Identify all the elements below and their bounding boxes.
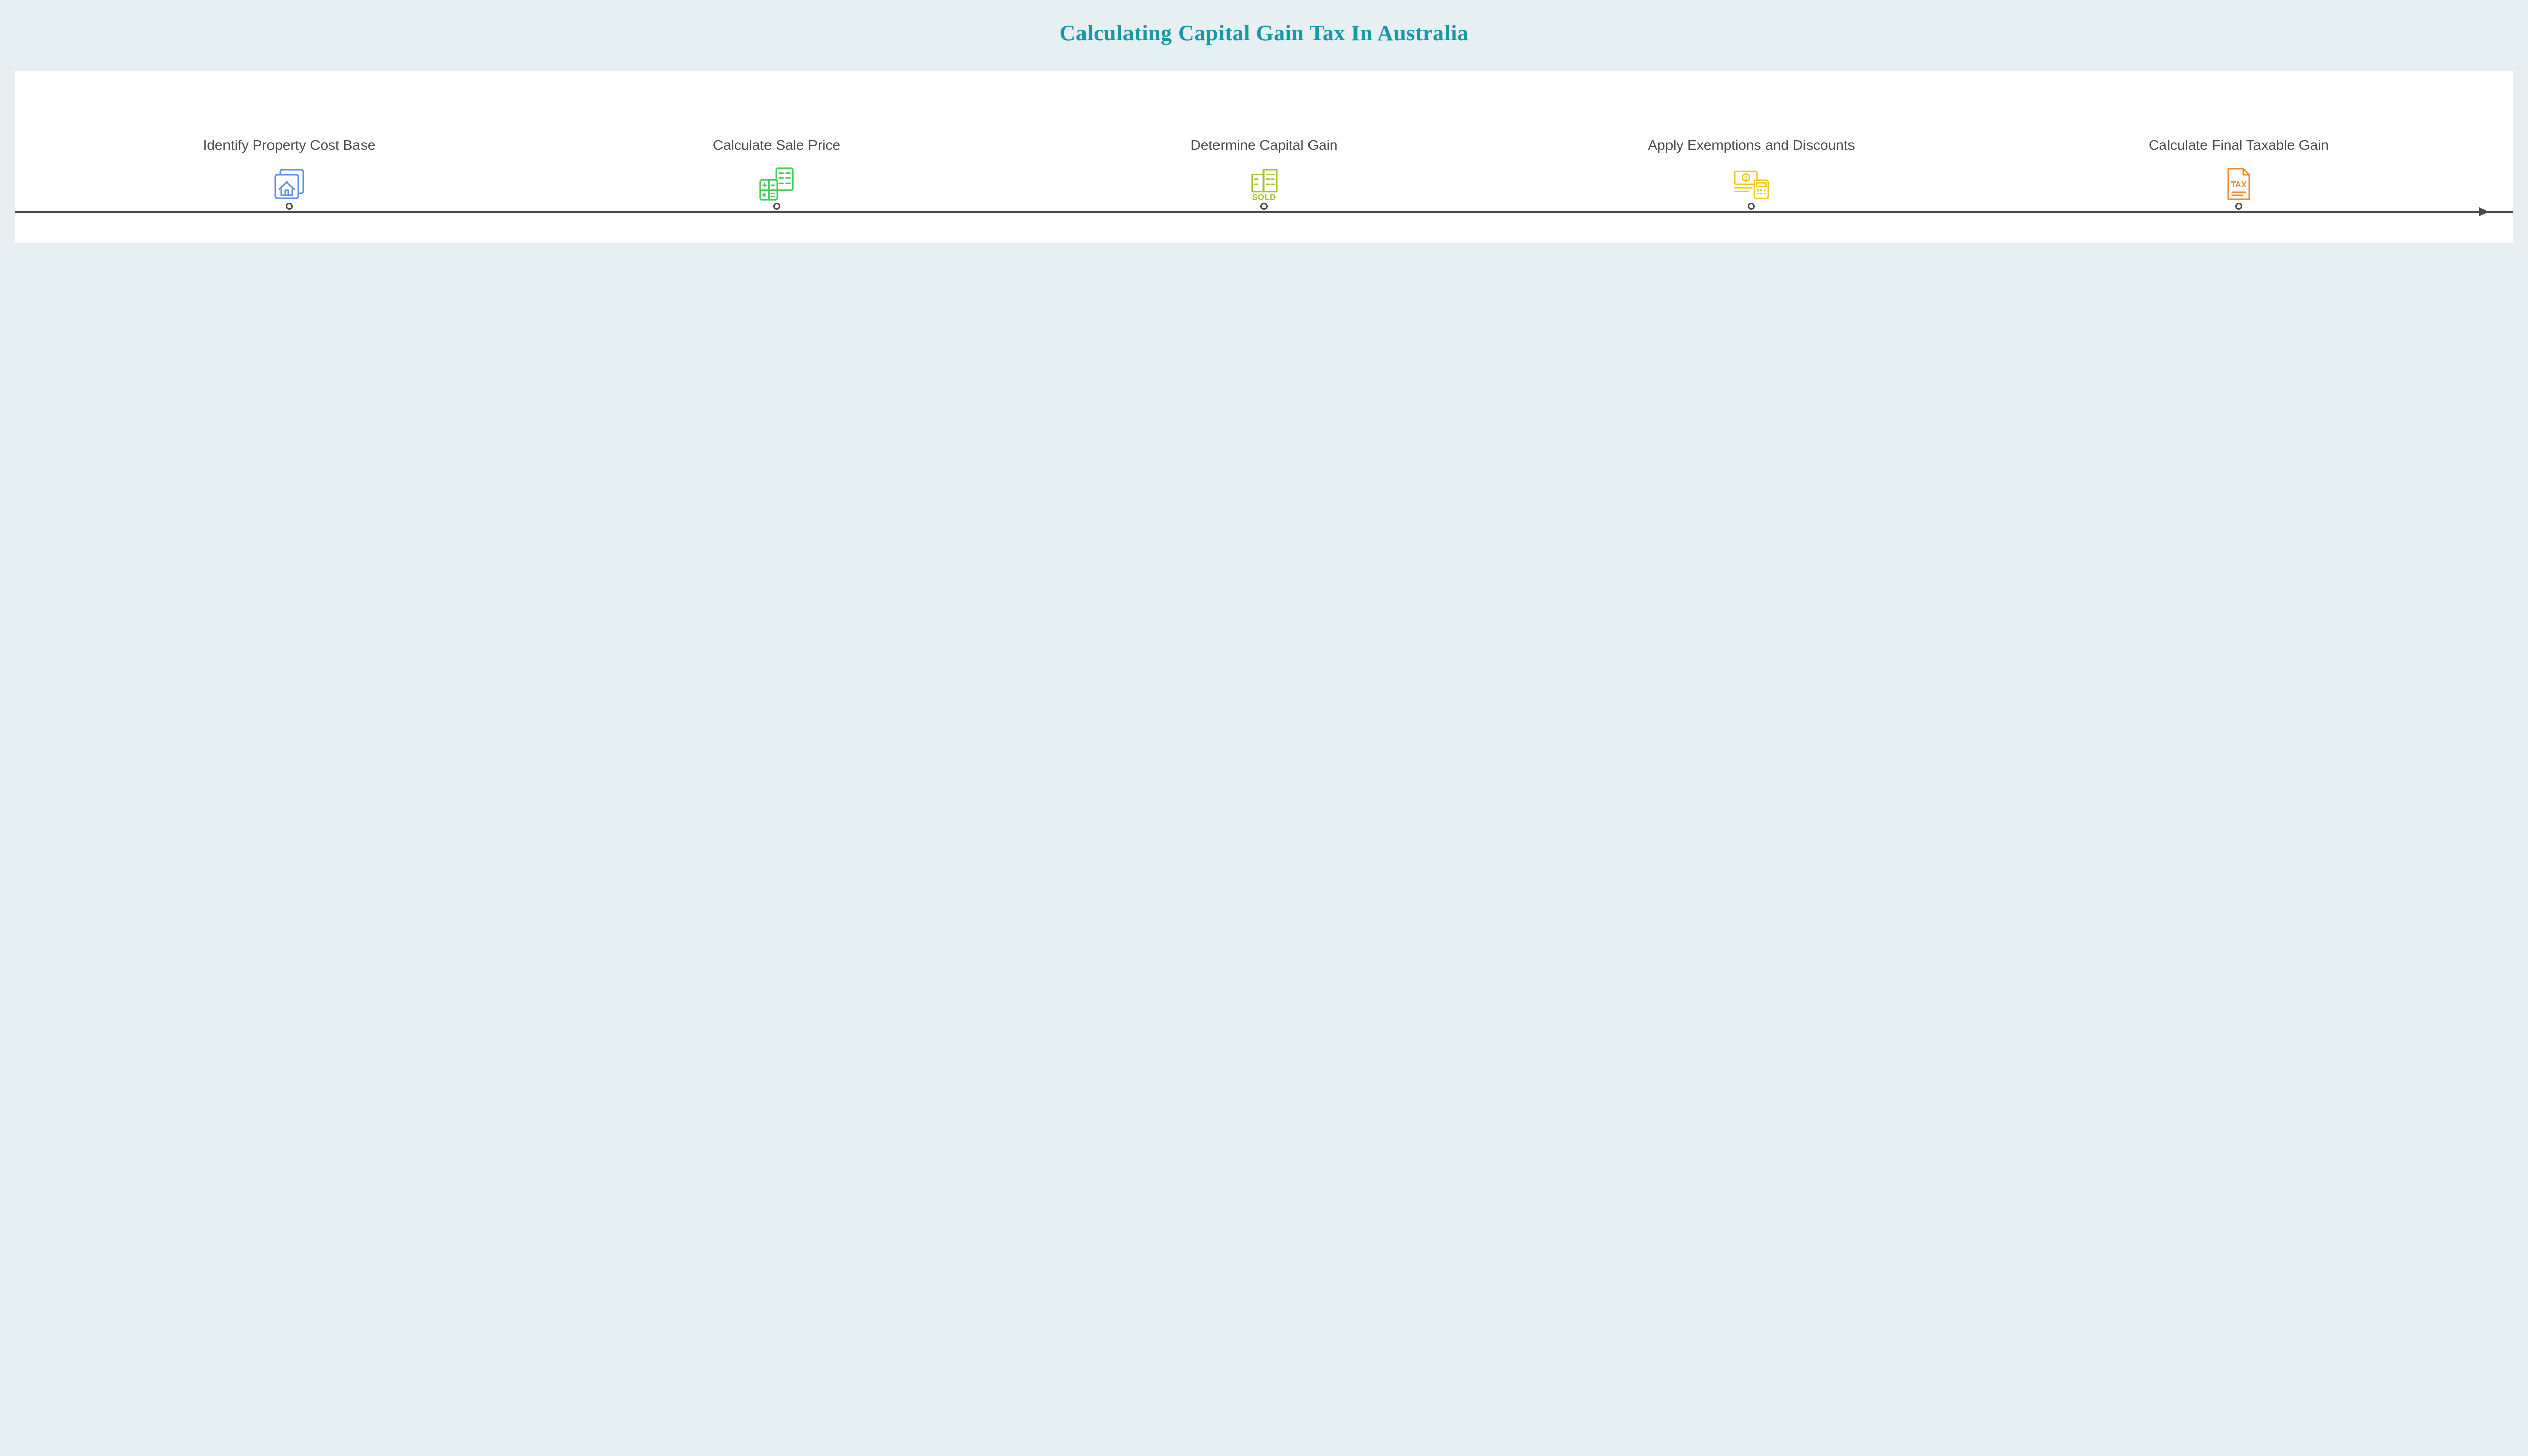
page-title: Calculating Capital Gain Tax In Australi… [15,20,2513,46]
calc-building-icon [756,164,797,204]
step-3: Determine Capital Gain SOLD [1020,97,1508,208]
money-calc-icon: $ [1731,164,1772,204]
timeline-dot [2235,203,2242,210]
timeline-dot [1748,203,1755,210]
timeline-dot [1260,203,1268,210]
step-4-label: Apply Exemptions and Discounts [1648,97,1855,155]
step-3-label: Determine Capital Gain [1190,97,1337,155]
tax-doc-icon: TAX [2219,164,2259,204]
step-5: Calculate Final Taxable Gain TAX [1995,97,2482,208]
timeline-dot [773,203,780,210]
svg-text:TAX: TAX [2231,180,2247,189]
timeline-card: Identify Property Cost Base [15,71,2513,243]
timeline-line [15,211,2513,213]
timeline-arrow-icon [2479,207,2489,216]
svg-text:$: $ [1744,175,1748,181]
step-2-label: Calculate Sale Price [713,97,840,155]
svg-text:SOLD: SOLD [1252,193,1276,202]
step-1-label: Identify Property Cost Base [203,97,376,155]
step-1: Identify Property Cost Base [46,97,533,208]
steps-row: Identify Property Cost Base [46,97,2482,208]
house-doc-icon [269,164,309,204]
timeline-dot [286,203,293,210]
step-4: Apply Exemptions and Discounts $ [1508,97,1995,208]
step-5-label: Calculate Final Taxable Gain [2149,97,2329,155]
step-2: Calculate Sale Price [533,97,1020,208]
sold-icon: SOLD [1244,164,1284,204]
